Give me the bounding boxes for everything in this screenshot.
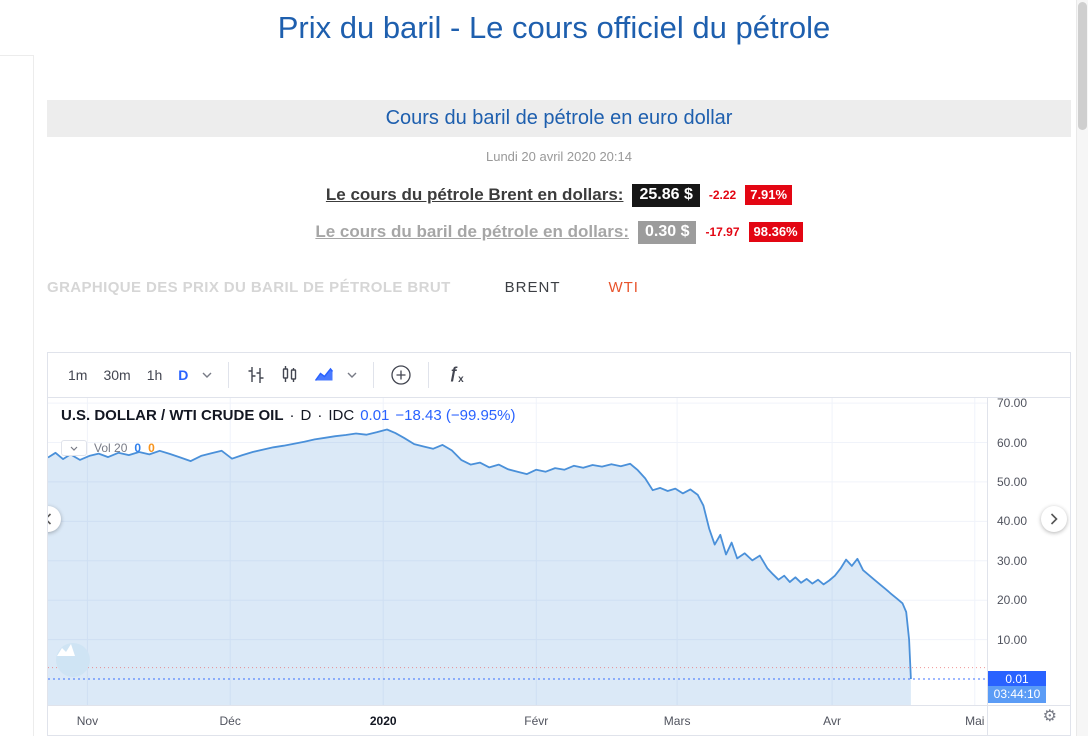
scroll-left-arrow[interactable] <box>48 506 61 532</box>
page-title: Prix du baril - Le cours officiel du pét… <box>277 10 831 45</box>
toolbar-separator <box>373 362 375 388</box>
price-axis-tick-label: 40.00 <box>997 514 1028 529</box>
banner-text: Cours du baril de pétrole en euro dollar <box>385 107 733 129</box>
axis-corner-divider <box>987 705 988 735</box>
chart-legend-header: U.S. DOLLAR / WTI CRUDE OIL · D · IDC 0.… <box>61 407 516 424</box>
price-axis-tick-label: 60.00 <box>997 435 1028 450</box>
style-chevron-down-icon[interactable] <box>341 372 363 378</box>
chart-tabs-row: GRAPHIQUE DES PRIX DU BARIL DE PÉTROLE B… <box>47 277 1071 297</box>
tradingview-logo[interactable] <box>56 643 90 677</box>
chart-plot-area[interactable] <box>48 398 987 705</box>
chart-last-price: 0.01 <box>360 407 390 424</box>
frame-border-vertical <box>33 55 34 736</box>
wti-percent-badge: 98.36% <box>748 222 803 242</box>
price-axis-tick-label: 50.00 <box>997 474 1028 489</box>
time-axis-tick-label: Avr <box>823 714 841 728</box>
price-axis[interactable]: 0.01 03:44:10 70.00 60.00 50.00 40.00 30.00 2… <box>987 396 1070 705</box>
volume-value: 0 <box>134 441 142 455</box>
bars-style-icon[interactable] <box>239 358 273 392</box>
brent-percent-badge: 7.91% <box>745 185 793 205</box>
interval-daily[interactable]: D <box>178 367 189 383</box>
time-axis-tick-label: Mars <box>663 714 691 728</box>
datetime-label: Lundi 20 avril 2020 20:14 <box>485 149 632 164</box>
time-axis-tick-label: 2020 <box>369 714 397 728</box>
chart-settings-gear-icon[interactable]: ⚙ <box>1042 708 1057 725</box>
page-scrollbar[interactable] <box>1076 0 1088 736</box>
tradingview-widget: 1m 30m 1h D <box>47 352 1071 736</box>
interval-chevron-down-icon[interactable] <box>196 372 218 378</box>
section-heading: GRAPHIQUE DES PRIX DU BARIL DE PÉTROLE B… <box>47 278 451 296</box>
interval-1h[interactable]: 1h <box>146 367 163 383</box>
area-style-icon[interactable] <box>307 358 341 392</box>
brent-quote-row: Le cours du pétrole Brent en dollars: 25… <box>47 183 1071 207</box>
chart-symbol[interactable]: U.S. DOLLAR / WTI CRUDE OIL <box>61 407 284 424</box>
wti-quote-link[interactable]: Le cours du baril de pétrole en dollars: <box>315 222 629 241</box>
chart-toolbar: 1m 30m 1h D <box>48 353 1070 398</box>
interval-30m[interactable]: 30m <box>103 367 131 383</box>
volume-ma-value: 0 <box>148 441 155 455</box>
chart-change: −18.43 (−99.95%) <box>395 407 516 424</box>
tab-brent[interactable]: BRENT <box>504 278 561 296</box>
legend-chevron-down-icon[interactable] <box>61 440 87 456</box>
frame-border-horizontal <box>0 55 34 56</box>
time-axis-tick-label: Déc <box>219 714 241 728</box>
price-axis-badge: 0.01 <box>988 670 1046 688</box>
chart-interval: D <box>300 407 312 424</box>
brent-change: -2.22 <box>708 188 737 202</box>
compare-plus-icon[interactable] <box>384 358 418 392</box>
price-axis-tick-label: 20.00 <box>997 593 1028 608</box>
toolbar-separator <box>428 362 430 388</box>
scrollbar-thumb[interactable] <box>1078 2 1087 130</box>
scroll-right-arrow[interactable] <box>1041 506 1067 532</box>
countdown-badge: 03:44:10 <box>988 685 1046 703</box>
price-chart-svg <box>48 398 987 705</box>
interval-1m[interactable]: 1m <box>68 367 88 383</box>
sub-banner: Cours du baril de pétrole en euro dollar <box>47 100 1071 137</box>
chart-body: U.S. DOLLAR / WTI CRUDE OIL · D · IDC 0.… <box>48 396 1070 735</box>
volume-label: Vol 20 <box>94 441 128 455</box>
time-axis-tick-label: Févr <box>524 714 549 728</box>
toolbar-separator <box>228 362 230 388</box>
price-axis-tick-label: 70.00 <box>997 396 1028 411</box>
wti-quote-row: Le cours du baril de pétrole en dollars:… <box>47 220 1071 244</box>
chart-exchange: IDC <box>328 407 355 424</box>
price-axis-tick-label: 10.00 <box>997 632 1028 647</box>
time-axis[interactable]: Nov Déc 2020 Févr Mars Avr Mai <box>48 705 1070 735</box>
volume-legend-row: Vol 20 0 0 <box>61 440 155 456</box>
brent-price-badge: 25.86 $ <box>632 183 700 207</box>
brent-quote-link[interactable]: Le cours du pétrole Brent en dollars: <box>325 185 624 204</box>
price-axis-tick-label: 30.00 <box>997 553 1028 568</box>
time-axis-tick-label: Nov <box>76 714 99 728</box>
candles-style-icon[interactable] <box>273 358 307 392</box>
tab-wti[interactable]: WTI <box>608 278 639 296</box>
wti-change: -17.97 <box>705 225 740 239</box>
time-axis-tick-label: Mai <box>965 714 985 728</box>
time-axis-labels: Nov Déc 2020 Févr Mars Avr Mai <box>48 706 987 735</box>
wti-price-badge: 0.30 $ <box>638 220 697 244</box>
indicators-fx-icon[interactable]: ƒx <box>449 364 464 386</box>
